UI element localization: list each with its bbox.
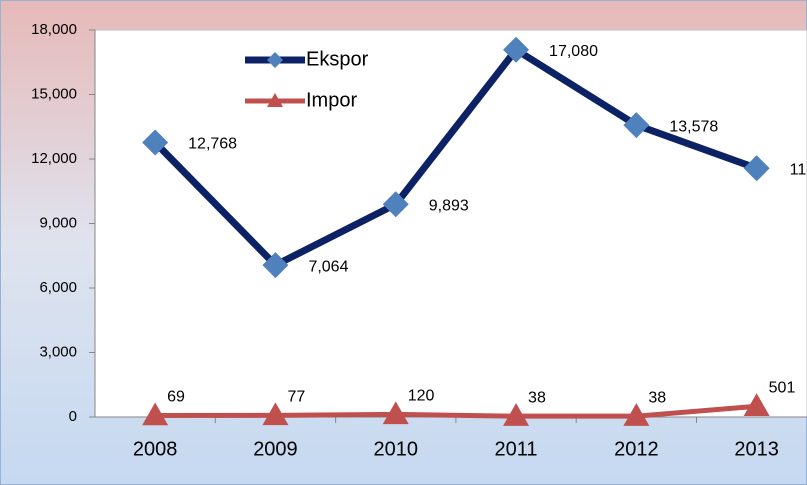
marker [262,402,289,426]
legend-label: Ekspor [306,48,369,70]
value-label: 12,768 [188,136,237,153]
x-tick-label: 2011 [495,438,538,460]
value-label: 7,064 [308,258,348,275]
y-tick-label: 15,000 [31,85,77,102]
y-tick-label: 6,000 [39,279,77,296]
value-label: 13,578 [669,118,718,135]
y-tick-label: 0 [69,408,77,425]
marker [262,252,289,279]
marker [503,403,530,426]
value-label: 69 [167,389,185,406]
y-tick-label: 18,000 [31,21,77,38]
series-line [155,403,757,419]
value-label: 17,080 [549,43,598,60]
plot-area [94,29,807,418]
value-label: 11,567 [790,162,807,179]
legend-marker [267,93,283,107]
marker [142,129,169,156]
value-label: 9,893 [429,198,469,215]
legend-marker [267,52,283,68]
x-tick-label: 2008 [133,438,178,460]
x-tick-label: 2012 [614,438,659,460]
marker [743,393,770,416]
marker [142,402,169,426]
value-label: 38 [528,389,546,406]
x-tick-label: 2010 [374,438,419,460]
marker [503,36,530,63]
x-tick-label: 2013 [734,438,779,460]
legend-label: Impor [306,89,357,111]
value-label: 120 [408,388,435,405]
series-line [152,46,758,269]
y-tick-label: 3,000 [39,343,77,360]
y-tick-label: 12,000 [31,150,77,167]
marker [623,403,650,426]
marker [623,112,650,139]
value-label: 38 [648,389,666,406]
value-label: 501 [769,379,796,396]
marker [382,401,409,425]
value-label: 77 [287,389,305,406]
marker [382,191,409,218]
marker [743,155,770,182]
x-tick-label: 2009 [253,438,298,460]
y-tick-label: 9,000 [39,214,77,231]
